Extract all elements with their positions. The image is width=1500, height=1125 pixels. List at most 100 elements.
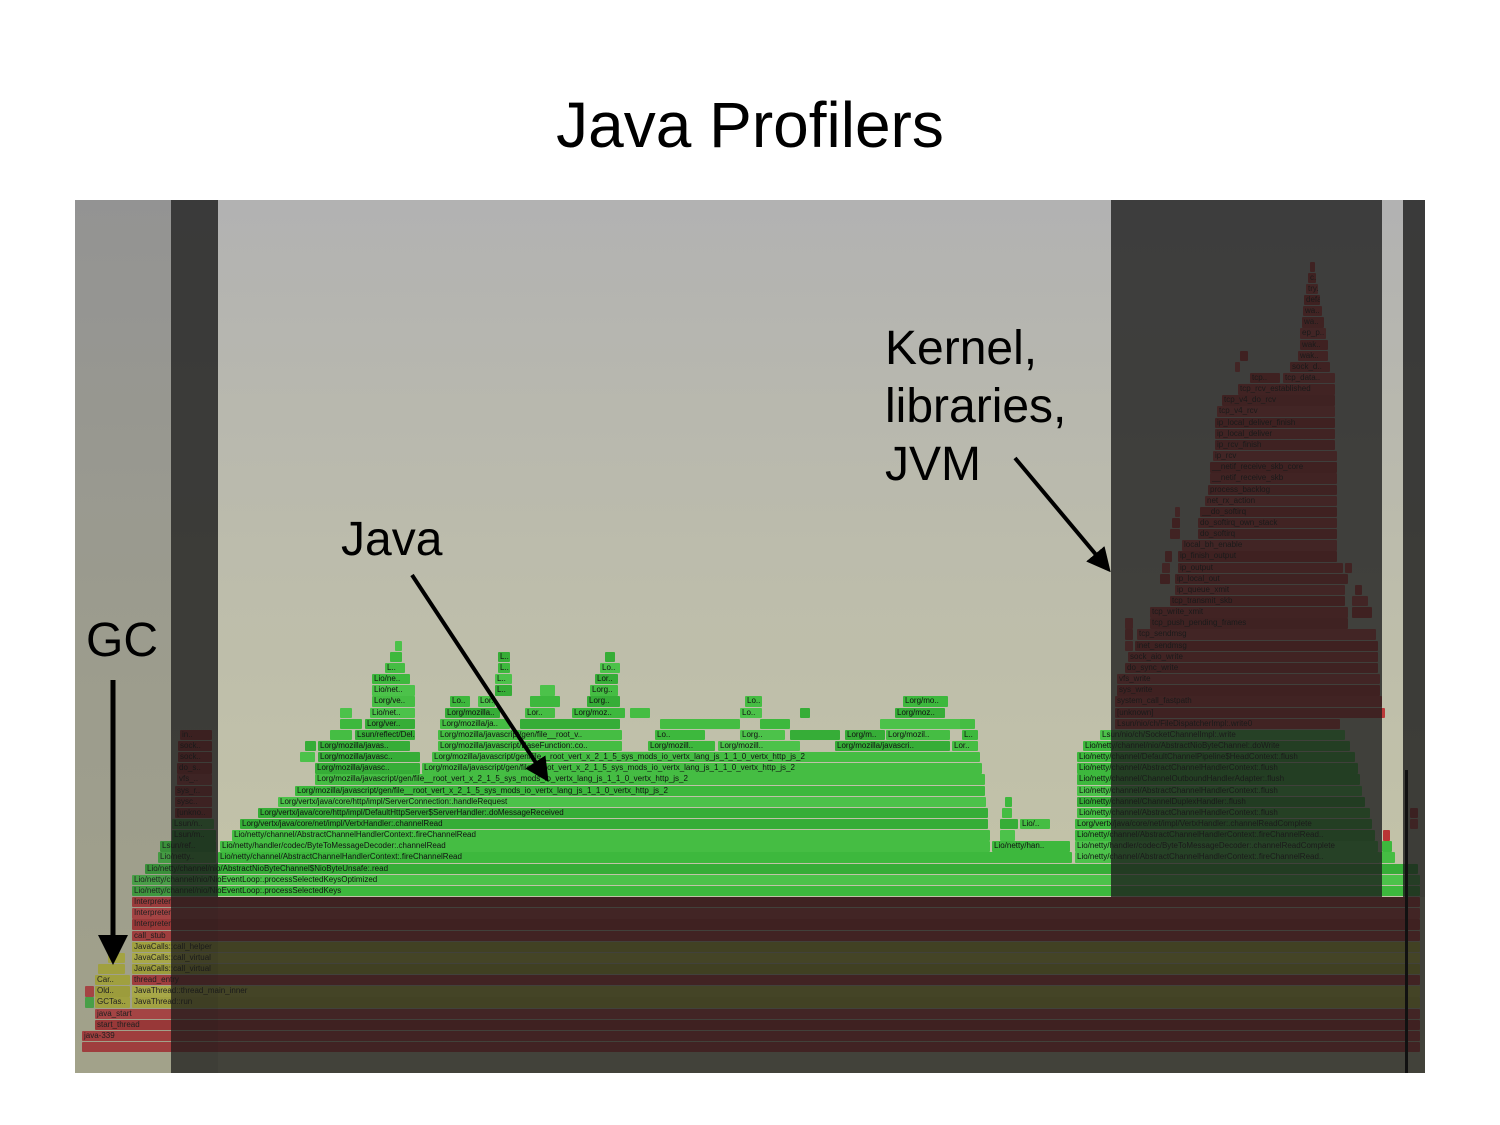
flame-frame[interactable]: Lo..: [745, 696, 762, 707]
flame-frame[interactable]: Lorg/mozilla/javasc..: [315, 763, 420, 774]
flame-frame[interactable]: [530, 696, 560, 707]
flame-frame[interactable]: Lorg..: [740, 729, 785, 741]
flame-frame[interactable]: Lorg/mozilla..: [445, 707, 500, 718]
libraries-region-overlay: [1403, 200, 1425, 897]
kernel-arrow: [1013, 456, 1111, 573]
flame-frame[interactable]: L..: [498, 662, 510, 674]
flame-frame[interactable]: [540, 685, 555, 696]
flame-frame[interactable]: Lorg/mo..: [903, 696, 948, 707]
flame-frame[interactable]: [605, 651, 615, 663]
flame-frame[interactable]: Lio/net..: [372, 685, 415, 696]
flame-frame[interactable]: Lo..: [450, 696, 470, 707]
flame-frame[interactable]: [1382, 841, 1392, 852]
flame-frame[interactable]: L..: [495, 685, 512, 696]
flame-frame[interactable]: [1000, 819, 1018, 830]
flame-frame[interactable]: [390, 651, 402, 663]
flame-frame[interactable]: Lorg/mozilla/javasc..: [318, 752, 420, 763]
flame-frame[interactable]: Lorg/mozilla/ja..: [440, 718, 510, 730]
flame-frame[interactable]: Lorg/mozill..: [718, 740, 800, 752]
flame-frame[interactable]: Lorg/mozilla/javascript/gen/file__root_v…: [315, 774, 985, 785]
flame-frame[interactable]: Lorg/mozilla/javascript/gen/file__root_v…: [422, 763, 982, 774]
flame-frame[interactable]: [300, 752, 315, 763]
flame-frame[interactable]: [520, 718, 620, 730]
flame-frame[interactable]: [1383, 830, 1390, 841]
annotation-java: Java: [341, 513, 443, 566]
divider-line: [1405, 770, 1408, 1073]
flame-frame[interactable]: Lorg/ve..: [372, 696, 415, 707]
flame-frame[interactable]: Lorg..: [587, 696, 620, 707]
flame-frame[interactable]: Lo..: [655, 729, 705, 741]
flame-frame[interactable]: Lorg/mozilla/javascript/gen/file__root_v…: [295, 785, 985, 796]
flame-frame[interactable]: Lio/netty/channel/nio/NioEventLoop:.proc…: [132, 874, 1420, 886]
flame-frame[interactable]: L..: [498, 651, 510, 663]
slide-title: Java Profilers: [556, 89, 944, 161]
flame-frame[interactable]: [340, 718, 362, 730]
flame-frame[interactable]: Lorg/ver..: [365, 718, 415, 730]
native-rows-overlay: [218, 897, 1425, 1073]
flame-frame[interactable]: Lor..: [478, 696, 495, 707]
flame-frame[interactable]: [98, 963, 125, 975]
flame-frame[interactable]: Lio/netty/han..: [992, 841, 1070, 852]
flame-frame[interactable]: Lorg/vertx/java/core/http/impl/ServerCon…: [278, 796, 986, 808]
kernel-region-overlay: [1111, 200, 1382, 897]
flame-frame[interactable]: Lorg/vertx/java/core/http/impl/DefaultHt…: [258, 807, 988, 819]
gc-region-overlay: [75, 200, 171, 1073]
flame-frame[interactable]: [880, 718, 970, 730]
flame-frame[interactable]: [330, 729, 352, 741]
flame-frame[interactable]: [760, 718, 790, 730]
flame-frame[interactable]: Lorg/m..: [845, 729, 885, 741]
flame-frame[interactable]: Lo..: [740, 707, 762, 718]
java-arrow: [410, 573, 549, 783]
flame-frame[interactable]: [1002, 807, 1012, 819]
flame-frame[interactable]: Lio/net..: [370, 707, 415, 718]
flame-frame[interactable]: [790, 729, 840, 741]
flame-frame[interactable]: Lor..: [952, 740, 978, 752]
jvm-region-overlay: [171, 200, 218, 1073]
flame-frame[interactable]: Lio/ne..: [372, 674, 410, 685]
flame-frame[interactable]: Lorg..: [590, 685, 618, 696]
flame-frame[interactable]: Lor..: [525, 707, 555, 718]
flame-frame[interactable]: Car..: [95, 975, 130, 986]
flame-frame[interactable]: Lo..: [600, 662, 620, 674]
flame-frame[interactable]: [340, 707, 352, 718]
flame-frame[interactable]: [305, 740, 316, 752]
flame-frame[interactable]: Lio/netty/channel/nio/NioEventLoop:.proc…: [132, 885, 1420, 897]
flame-frame[interactable]: L..: [385, 662, 405, 674]
flame-frame[interactable]: Lio/netty/channel/AbstractChannelHandler…: [218, 852, 1072, 863]
flame-frame[interactable]: Lsun/reflect/Del..: [355, 729, 415, 741]
flame-frame[interactable]: Lorg/moz..: [895, 707, 945, 718]
annotation-gc: GC: [86, 614, 158, 667]
flame-frame[interactable]: Lorg/moz..: [572, 707, 625, 718]
flame-graph: java-339 start_thread java_start GCTas.. Jav…: [75, 200, 1425, 1073]
flame-frame[interactable]: Lio/netty/channel/AbstractChannelHandler…: [232, 830, 990, 841]
flame-frame[interactable]: [85, 986, 94, 997]
flame-frame[interactable]: [85, 997, 94, 1008]
flame-frame[interactable]: [1005, 796, 1012, 808]
flame-frame[interactable]: L..: [962, 729, 978, 741]
flame-frame[interactable]: [1380, 852, 1395, 863]
flame-frame[interactable]: Lorg/mozil..: [886, 729, 950, 741]
flame-frame[interactable]: Lor..: [595, 674, 618, 685]
flame-frame[interactable]: Lorg/mozilla/javascript/gen/file__root_v…: [438, 729, 622, 741]
flame-frame[interactable]: [960, 718, 975, 730]
flame-frame[interactable]: Lorg/mozill..: [648, 740, 715, 752]
flame-frame[interactable]: Old..: [95, 986, 130, 997]
flame-frame[interactable]: Lio/..: [1020, 819, 1050, 830]
flame-frame[interactable]: Lorg/vertx/java/core/net/impl/VertxHandl…: [240, 819, 988, 830]
flame-frame[interactable]: GCTas..: [95, 997, 130, 1008]
flame-frame[interactable]: Lorg/mozilla/javascript/BaseFunction:.co…: [438, 740, 622, 752]
flame-frame[interactable]: Lio/netty/channel/nio/AbstractNioByteCha…: [145, 863, 1418, 874]
flame-frame[interactable]: Lio/netty/handler/codec/ByteToMessageDec…: [220, 841, 990, 852]
flame-frame[interactable]: Lorg/mozilla/javas..: [318, 740, 410, 752]
flame-frame[interactable]: L..: [495, 674, 512, 685]
flame-frame[interactable]: [395, 640, 402, 651]
flame-frame[interactable]: Lorg/mozilla/javascri..: [835, 740, 950, 752]
flame-frame[interactable]: [630, 707, 650, 718]
flame-frame[interactable]: [800, 707, 810, 718]
flame-frame[interactable]: [1000, 830, 1015, 841]
flame-frame[interactable]: Lorg/mozilla/javascript/gen/file__root_v…: [432, 752, 980, 763]
annotation-kernel: Kernel, libraries, JVM: [885, 322, 1067, 491]
flame-frame[interactable]: [660, 718, 740, 730]
